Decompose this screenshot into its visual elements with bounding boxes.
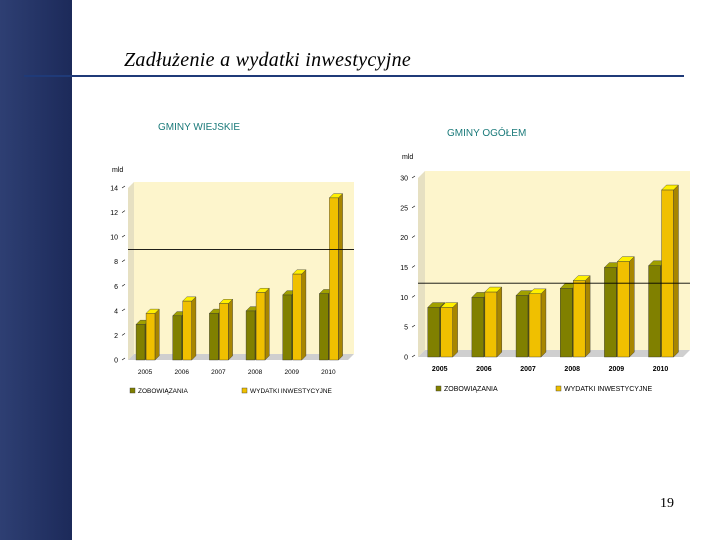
- bar-wydatki-2005: [440, 302, 459, 358]
- y-unit-label: mld: [112, 167, 123, 174]
- x-tick-label: 2010: [653, 366, 669, 373]
- x-tick-label: 2009: [284, 369, 299, 376]
- plot-side-wall: [128, 182, 134, 360]
- y-tick-label: 0: [404, 355, 408, 362]
- bar-wydatki-2006: [484, 286, 503, 358]
- y-tick-mark: [411, 354, 416, 358]
- y-unit-label: mld: [402, 154, 413, 161]
- slide-title: Zadłużenie a wydatki inwestycyjne: [124, 49, 412, 71]
- x-tick-label: 2008: [564, 366, 580, 373]
- legend-label: ZOBOWIĄZANIA: [138, 388, 189, 395]
- y-tick-label: 25: [400, 205, 408, 212]
- bar-wydatki-2006: [182, 296, 197, 361]
- y-tick-label: 10: [400, 295, 408, 302]
- y-tick-label: 4: [114, 308, 118, 315]
- bar-wydatki-2007: [528, 288, 547, 358]
- legend-label: ZOBOWIĄZANIA: [444, 386, 498, 393]
- page-number: 19: [660, 496, 674, 511]
- x-tick-label: 2005: [138, 369, 153, 376]
- y-tick-label: 8: [114, 259, 118, 266]
- x-tick-label: 2007: [520, 366, 536, 373]
- bar-wydatki-2010: [661, 184, 679, 358]
- x-tick-label: 2007: [211, 369, 226, 376]
- bar-wydatki-2009: [616, 256, 635, 358]
- y-tick-label: 5: [404, 325, 408, 332]
- y-tick-mark: [411, 235, 416, 238]
- bar-wydatki-2009: [292, 269, 307, 361]
- plot-back-wall: [425, 171, 690, 350]
- x-tick-label: 2010: [321, 369, 336, 376]
- y-tick-label: 12: [110, 210, 118, 217]
- y-tick-mark: [121, 357, 126, 361]
- bar-wydatki-2007: [218, 298, 234, 361]
- y-tick-mark: [411, 324, 416, 328]
- bar-wydatki-2010: [328, 193, 344, 361]
- legend-label: WYDATKI INWESTYCYJNE: [250, 388, 333, 395]
- legend-swatch: [435, 385, 442, 392]
- plot-back-wall: [134, 182, 354, 354]
- y-tick-mark: [411, 175, 416, 179]
- y-tick-mark: [411, 205, 416, 209]
- y-tick-label: 15: [400, 265, 408, 272]
- x-tick-label: 2005: [432, 366, 448, 373]
- y-tick-mark: [411, 265, 416, 268]
- bar-wydatki-2005: [145, 308, 160, 361]
- x-tick-label: 2006: [174, 369, 189, 376]
- legend-label: WYDATKI INWESTYCYJNE: [564, 386, 652, 393]
- y-tick-label: 6: [114, 284, 118, 291]
- y-tick-mark: [121, 210, 126, 213]
- y-tick-label: 30: [400, 176, 408, 183]
- y-tick-label: 20: [400, 235, 408, 242]
- legend-swatch: [129, 387, 136, 394]
- legend-swatch: [555, 385, 562, 392]
- bar-wydatki-2008: [572, 275, 591, 358]
- title-divider: [24, 75, 684, 77]
- x-tick-label: 2008: [248, 369, 263, 376]
- plot-side-wall: [418, 171, 425, 357]
- bar-wydatki-2008: [255, 287, 270, 361]
- x-tick-label: 2006: [476, 366, 492, 373]
- y-tick-mark: [121, 284, 126, 287]
- y-tick-label: 14: [110, 186, 118, 193]
- y-tick-label: 2: [114, 333, 118, 340]
- sidebar-band: [0, 0, 72, 540]
- legend-swatch: [241, 387, 248, 394]
- y-tick-mark: [121, 185, 126, 189]
- chart-1-title: GMINY WIEJSKIE: [158, 122, 241, 133]
- y-tick-mark: [121, 259, 126, 262]
- y-tick-mark: [121, 308, 126, 312]
- y-tick-mark: [121, 333, 126, 336]
- y-tick-label: 0: [114, 358, 118, 365]
- y-tick-mark: [121, 234, 126, 238]
- x-tick-label: 2009: [609, 366, 625, 373]
- y-tick-label: 10: [110, 235, 118, 242]
- chart-2-title: GMINY OGÓŁEM: [447, 128, 527, 139]
- y-tick-mark: [411, 295, 416, 298]
